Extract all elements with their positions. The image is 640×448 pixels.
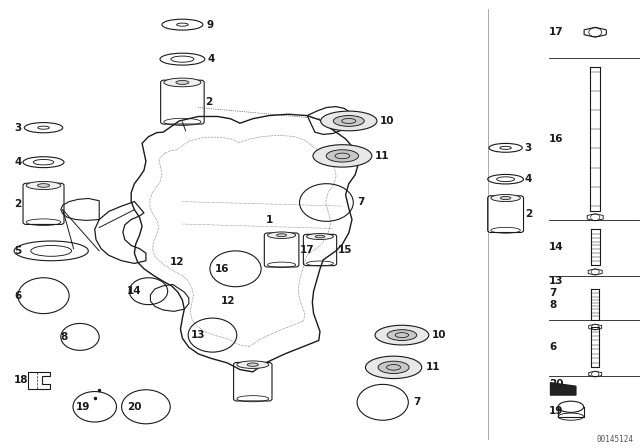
Ellipse shape bbox=[333, 116, 364, 126]
Text: 3: 3 bbox=[14, 123, 21, 133]
Polygon shape bbox=[550, 383, 576, 395]
Text: 11: 11 bbox=[375, 151, 390, 161]
Text: 7: 7 bbox=[357, 198, 365, 207]
Ellipse shape bbox=[38, 184, 49, 187]
Text: 19: 19 bbox=[549, 406, 563, 416]
Text: 4: 4 bbox=[208, 54, 216, 64]
Ellipse shape bbox=[26, 181, 61, 190]
Text: 4: 4 bbox=[525, 174, 532, 184]
Text: 11: 11 bbox=[426, 362, 440, 372]
Text: 20: 20 bbox=[549, 379, 564, 389]
Text: 20: 20 bbox=[127, 402, 141, 412]
Text: 12: 12 bbox=[170, 257, 184, 267]
Text: 1: 1 bbox=[266, 215, 273, 224]
Text: 7: 7 bbox=[413, 397, 420, 407]
Ellipse shape bbox=[268, 232, 296, 238]
Text: 4: 4 bbox=[14, 157, 22, 167]
Text: 8: 8 bbox=[61, 332, 68, 342]
Text: 12: 12 bbox=[221, 296, 236, 306]
Text: 18: 18 bbox=[14, 375, 29, 385]
Ellipse shape bbox=[321, 111, 377, 131]
Ellipse shape bbox=[365, 356, 422, 379]
Ellipse shape bbox=[387, 330, 417, 340]
Text: 10: 10 bbox=[432, 330, 447, 340]
Text: 13: 13 bbox=[549, 276, 564, 286]
Text: 17: 17 bbox=[549, 27, 564, 37]
Text: 2: 2 bbox=[525, 209, 532, 219]
Text: 14: 14 bbox=[549, 242, 564, 252]
Text: 7: 7 bbox=[549, 289, 557, 298]
Text: 6: 6 bbox=[14, 291, 21, 301]
Ellipse shape bbox=[326, 150, 358, 162]
Text: 3: 3 bbox=[525, 143, 532, 153]
Ellipse shape bbox=[375, 325, 429, 345]
Text: 17: 17 bbox=[300, 245, 314, 255]
Ellipse shape bbox=[378, 361, 409, 374]
Text: 5: 5 bbox=[14, 246, 21, 256]
Ellipse shape bbox=[276, 234, 287, 237]
Text: 15: 15 bbox=[338, 245, 353, 255]
Text: 2: 2 bbox=[205, 97, 212, 107]
Text: 19: 19 bbox=[76, 402, 90, 412]
Text: 00145124: 00145124 bbox=[596, 435, 634, 444]
Text: 6: 6 bbox=[549, 342, 556, 352]
Text: 10: 10 bbox=[380, 116, 395, 126]
Ellipse shape bbox=[176, 81, 189, 84]
Ellipse shape bbox=[237, 361, 269, 368]
Text: 16: 16 bbox=[214, 264, 229, 274]
Ellipse shape bbox=[247, 363, 259, 366]
Ellipse shape bbox=[500, 196, 511, 200]
Ellipse shape bbox=[307, 233, 333, 240]
Ellipse shape bbox=[491, 194, 520, 202]
Text: 13: 13 bbox=[191, 330, 205, 340]
Text: 16: 16 bbox=[549, 134, 564, 144]
Text: 8: 8 bbox=[549, 300, 556, 310]
Text: 9: 9 bbox=[206, 20, 213, 30]
Ellipse shape bbox=[164, 78, 201, 87]
Text: 2: 2 bbox=[14, 199, 21, 209]
Ellipse shape bbox=[313, 145, 372, 167]
Text: 14: 14 bbox=[127, 286, 141, 296]
Ellipse shape bbox=[316, 235, 324, 238]
